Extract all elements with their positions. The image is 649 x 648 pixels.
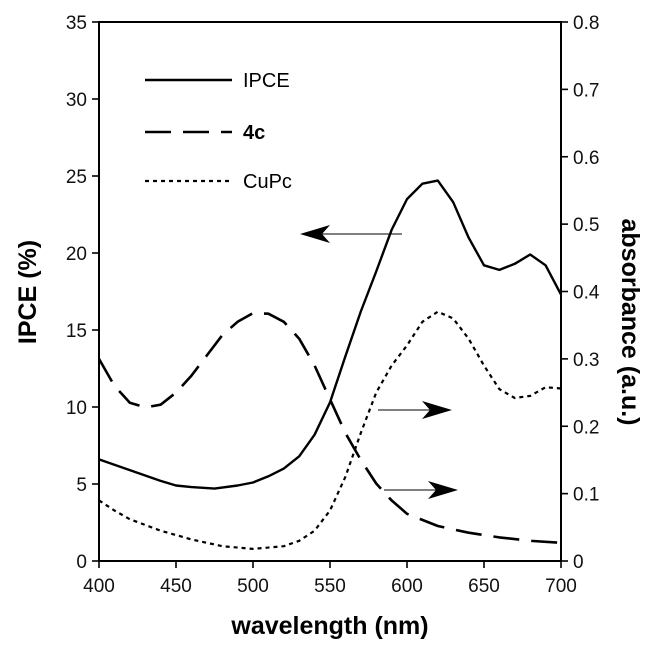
arrow-head-right-4c [428,481,458,499]
series-line-cupc [98,310,562,550]
plot-frame [98,21,562,562]
y-left-tick-label: 30 [66,90,87,111]
y-right-tick-label: 0.8 [573,13,599,34]
legend-label-ipce: IPCE [243,70,290,92]
x-tick-label: 500 [237,576,269,597]
y-right-tick-label: 0.3 [573,350,599,371]
tick-layer: 400 450 500 550 600 650 700 0 5 10 15 20 25 30 35 0 0.1 0… [66,13,600,597]
x-tick-label: 700 [545,576,577,597]
y-left-tick-label: 15 [66,321,87,342]
y-right-tick-label: 0.5 [573,215,599,236]
y-right-tick-label: 0.6 [573,148,599,169]
y-right-tick-label: 0.2 [573,417,599,438]
y-axis-left-title: IPCE (%) [14,240,42,344]
y-right-tick-label: 0.7 [573,80,599,101]
y-left-tick-label: 5 [76,475,87,496]
legend-label-4c: 4c [243,122,265,144]
y-left-tick-label: 20 [66,244,87,265]
arrow-head-left [300,225,330,243]
x-tick-label: 450 [160,576,192,597]
x-tick-label: 600 [391,576,423,597]
series-line-ipce [98,179,563,490]
arrow-head-right-cupc [422,401,452,419]
y-left-tick-label: 0 [76,552,87,573]
legend: IPCE 4c CuPc [145,70,292,193]
series-layer [97,179,563,550]
y-left-tick-label: 10 [66,398,87,419]
x-axis-title: wavelength (nm) [230,612,428,640]
y-right-tick-label: 0.4 [573,283,600,304]
x-tick-label: 550 [314,576,346,597]
series-line-4c [97,311,562,545]
y-right-tick-label: 0.1 [573,485,599,506]
annotation-arrows [300,225,458,499]
y-left-tick-label: 25 [66,167,87,188]
legend-label-cupc: CuPc [243,171,292,193]
y-left-tick-label: 35 [66,13,87,34]
y-axis-right-title: absorbance (a.u.) [616,219,644,426]
x-tick-label: 400 [83,576,115,597]
y-right-tick-label: 0 [573,552,584,573]
x-tick-label: 650 [468,576,500,597]
